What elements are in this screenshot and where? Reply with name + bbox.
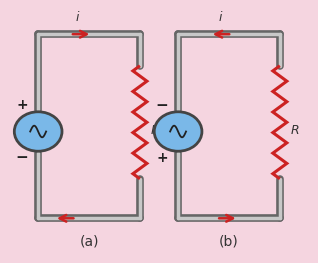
Text: R: R — [291, 124, 300, 137]
Text: +: + — [156, 151, 168, 165]
Text: $i$: $i$ — [218, 10, 224, 24]
Text: R: R — [151, 124, 160, 137]
Text: +: + — [17, 98, 28, 112]
Text: (b): (b) — [219, 235, 239, 249]
Text: $i$: $i$ — [75, 10, 81, 24]
Text: −: − — [16, 150, 29, 165]
Circle shape — [14, 112, 62, 151]
Circle shape — [154, 112, 202, 151]
Text: (a): (a) — [79, 235, 99, 249]
Text: −: − — [156, 98, 169, 113]
